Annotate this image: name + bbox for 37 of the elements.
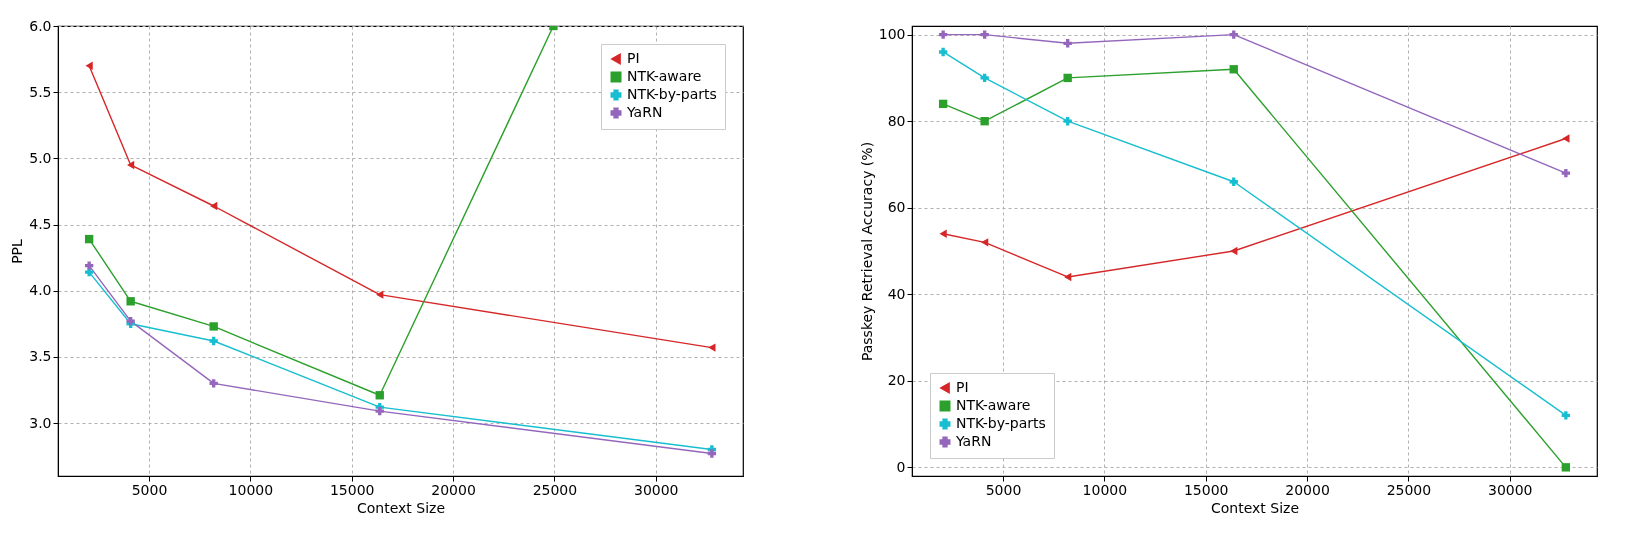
y-axis-title: Passkey Retrieval Accuracy (%) (858, 141, 875, 362)
x-tick-label: 30000 (633, 481, 679, 498)
x-tick-label: 10000 (1082, 481, 1128, 498)
x-axis-title: Context Size (356, 499, 446, 516)
x-axis-title: Context Size (1210, 499, 1300, 516)
legend-label: NTK-by-parts (956, 415, 1046, 431)
y-tick-label: 5.5 (29, 83, 52, 100)
y-tick-label: 6.0 (29, 17, 52, 34)
y-axis-title: PPL (9, 238, 26, 264)
x-tick-label: 15000 (329, 481, 375, 498)
y-tick-label: 20 (887, 372, 906, 389)
legend-label: NTK-aware (956, 397, 1031, 413)
x-tick-label: 25000 (1386, 481, 1432, 498)
legend-label: NTK-aware (627, 68, 702, 84)
y-tick-label: 4.0 (29, 282, 52, 299)
x-tick-label: 20000 (431, 481, 476, 498)
y-tick-label: 3.0 (29, 414, 52, 431)
y-tick-label: 5.0 (29, 149, 52, 166)
x-tick-label: 10000 (228, 481, 274, 498)
x-tick-label: 20000 (1285, 481, 1330, 498)
y-tick-label: 0 (896, 458, 906, 475)
legend-label: NTK-by-parts (627, 86, 717, 102)
y-tick-label: 4.5 (29, 216, 52, 233)
y-tick-label: 3.5 (29, 348, 52, 365)
x-tick-label: 30000 (1487, 481, 1533, 498)
legend-label: YaRN (626, 104, 663, 120)
y-tick-label: 60 (887, 199, 906, 216)
legend-label: PI (627, 50, 640, 66)
x-tick-label: 25000 (532, 481, 578, 498)
x-tick-label: 5000 (131, 481, 168, 498)
y-tick-label: 100 (878, 26, 906, 43)
x-tick-label: 15000 (1183, 481, 1229, 498)
x-tick-label: 5000 (985, 481, 1022, 498)
y-tick-label: 40 (887, 285, 906, 302)
legend-label: PI (956, 379, 969, 395)
legend-label: YaRN (955, 433, 992, 449)
y-tick-label: 80 (887, 112, 906, 129)
